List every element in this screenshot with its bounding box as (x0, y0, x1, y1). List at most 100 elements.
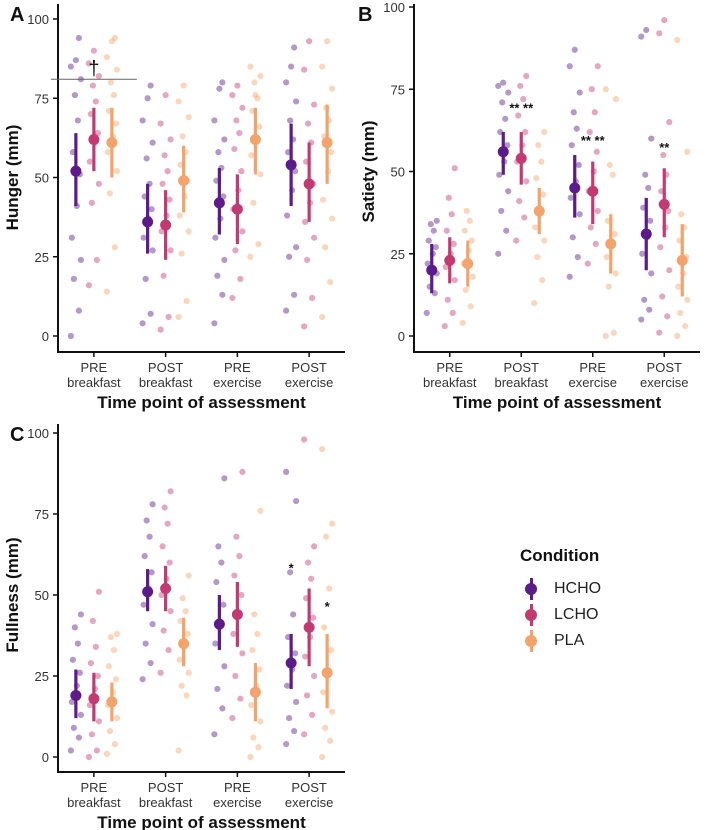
panel-c-pla-raw-point (250, 734, 257, 741)
panel-a-lcho-raw-point (236, 130, 243, 137)
panel-a-hcho-raw-point (283, 307, 290, 314)
panel-b-pla-raw-point (538, 158, 545, 165)
panel-b-lcho-mean-point (587, 185, 599, 197)
panel-c-lcho-raw-point (159, 543, 166, 550)
panel-a-lcho-raw-point (161, 152, 168, 159)
panel-a-pla-raw-point (113, 168, 120, 175)
panel-c-hcho-raw-point (293, 497, 300, 505)
panel-b-hcho-raw-point (638, 316, 645, 323)
panel-a-hcho-raw-point (70, 275, 77, 283)
panel-a-lcho-raw-point (305, 120, 312, 127)
panel-a-lcho-raw-point (239, 228, 246, 235)
panel-c-pla-raw-point (251, 611, 258, 618)
panel-c-x-tick-label: PRE (81, 780, 108, 795)
panel-a-lcho-raw-point (157, 326, 164, 333)
panel-b-pla-raw-point (610, 329, 617, 336)
panel-a-x-tick-label: PRE (224, 360, 251, 375)
panel-c-lcho-raw-point (157, 669, 164, 676)
panel-b-lcho-raw-point (664, 313, 671, 320)
panel-a-pla-raw-point (252, 91, 259, 99)
legend-label-pla: PLA (554, 632, 585, 649)
panel-c-x-tick-label: exercise (213, 795, 261, 810)
panel-b-hcho-raw-point (571, 46, 578, 53)
panel-a-hcho-raw-point (75, 307, 82, 314)
panel-c-hcho-raw-point (211, 731, 218, 738)
panel-c-lcho-raw-point (85, 753, 92, 761)
legend-swatch-hcho (520, 578, 542, 600)
panel-c-lcho-mean-point (88, 693, 100, 705)
panel-b-hcho-raw-point (505, 89, 512, 96)
panel-a-hcho-raw-point (221, 256, 228, 264)
panel-c-pla-raw-point (247, 753, 254, 761)
panel-a-pla-raw-point (113, 66, 120, 73)
panel-b-hcho-raw-point (646, 306, 653, 313)
panel-c-pla-mean-point (249, 686, 261, 698)
panel-b-hcho-raw-point (569, 234, 576, 241)
panel-b-x-title: Time point of assessment (453, 393, 662, 412)
panel-c-lcho-mean-point (160, 583, 172, 595)
panel-a-pla-raw-point (328, 149, 335, 156)
panel-a-lcho-mean-point (160, 219, 172, 231)
panel-c-hcho-raw-point (143, 517, 150, 524)
panel-a-hcho-raw-point (287, 117, 294, 124)
panel-c-pla-raw-point (110, 646, 117, 654)
panel-c-pla-mean-point (178, 638, 190, 650)
panel-a-x-tick-label: PRE (81, 360, 108, 375)
panel-c-lcho-raw-point (166, 559, 173, 566)
panel-c-hcho-raw-point (71, 624, 78, 631)
panel-b-hcho-raw-point (638, 33, 645, 40)
panel-c-hcho-raw-point (148, 569, 155, 576)
panel-b-x-tick-label: breakfast (423, 375, 477, 390)
legend-swatch-lcho (520, 604, 542, 626)
panel-b-hcho-raw-point (648, 135, 655, 142)
panel-b-lcho-raw-point (665, 207, 672, 215)
panel-c-hcho-raw-point (67, 747, 74, 754)
panel-a-pla-raw-point (175, 313, 182, 321)
panel-c-hcho-raw-point (292, 650, 299, 657)
panel-b-significance-marker: ** ** (581, 133, 606, 148)
panel-a-lcho-raw-point (301, 323, 308, 330)
panel-a-hcho-raw-point (214, 272, 221, 279)
panel-c-pla-raw-point (103, 750, 110, 757)
panel-c-lcho-raw-point (161, 504, 168, 511)
panel-a-lcho-mean-point (88, 133, 100, 145)
panel-c-hcho-raw-point (68, 698, 75, 706)
panel-b-pla-raw-point (533, 174, 540, 182)
panel-c-lcho-raw-point (308, 575, 315, 582)
panel-a-lcho-raw-point (95, 180, 102, 187)
panel-a-pla-raw-point (106, 190, 113, 197)
panel-c-x-title: Time point of assessment (97, 813, 306, 830)
panel-a-pla-raw-point (256, 123, 263, 130)
panel-c-hcho-raw-point (74, 640, 81, 647)
panel-c-lcho-raw-point (167, 488, 174, 495)
panel-b-x-tick-label: exercise (569, 375, 617, 390)
panel-a-hcho-raw-point (67, 63, 74, 70)
panel-a-pla-mean-point (178, 175, 190, 187)
panel-b-hcho-raw-point (643, 26, 650, 34)
panel-c-hcho-raw-point (149, 501, 156, 508)
panel-c-pla-raw-point (175, 747, 182, 754)
panel-b-pla-raw-point (609, 171, 616, 178)
panel-a-x-tick-label: exercise (285, 375, 333, 390)
panel-b-pla-mean-point (533, 205, 545, 217)
panel-b-pla-mean-point (462, 258, 474, 270)
panel-a-pla-raw-point (257, 171, 264, 178)
panel-b-lcho-raw-point (517, 82, 524, 90)
panel-b-hcho-raw-point (504, 142, 511, 149)
panel-c-lcho-raw-point (302, 653, 309, 660)
panel-b-pla-mean-point (605, 238, 617, 250)
panel-a-y-tick-label: 50 (35, 171, 49, 186)
panel-a-lcho-raw-point (239, 104, 246, 111)
panel-c-pla-raw-point (322, 724, 329, 731)
panel-a-hcho-raw-point (67, 332, 74, 340)
panel-b-lcho-raw-point (442, 263, 449, 271)
panel-c-label: C (10, 424, 24, 446)
panel-a-pla-raw-point (248, 152, 255, 159)
panel-b-hcho-raw-point (641, 296, 648, 303)
panel-c-lcho-raw-point (301, 731, 308, 738)
panel-b-hcho-raw-point (574, 253, 581, 261)
panel-b-lcho-raw-point (666, 119, 673, 126)
panel-a-hcho-raw-point (71, 91, 78, 99)
panel-c-hcho-raw-point (141, 553, 148, 560)
panel-a-lcho-raw-point (160, 272, 167, 279)
